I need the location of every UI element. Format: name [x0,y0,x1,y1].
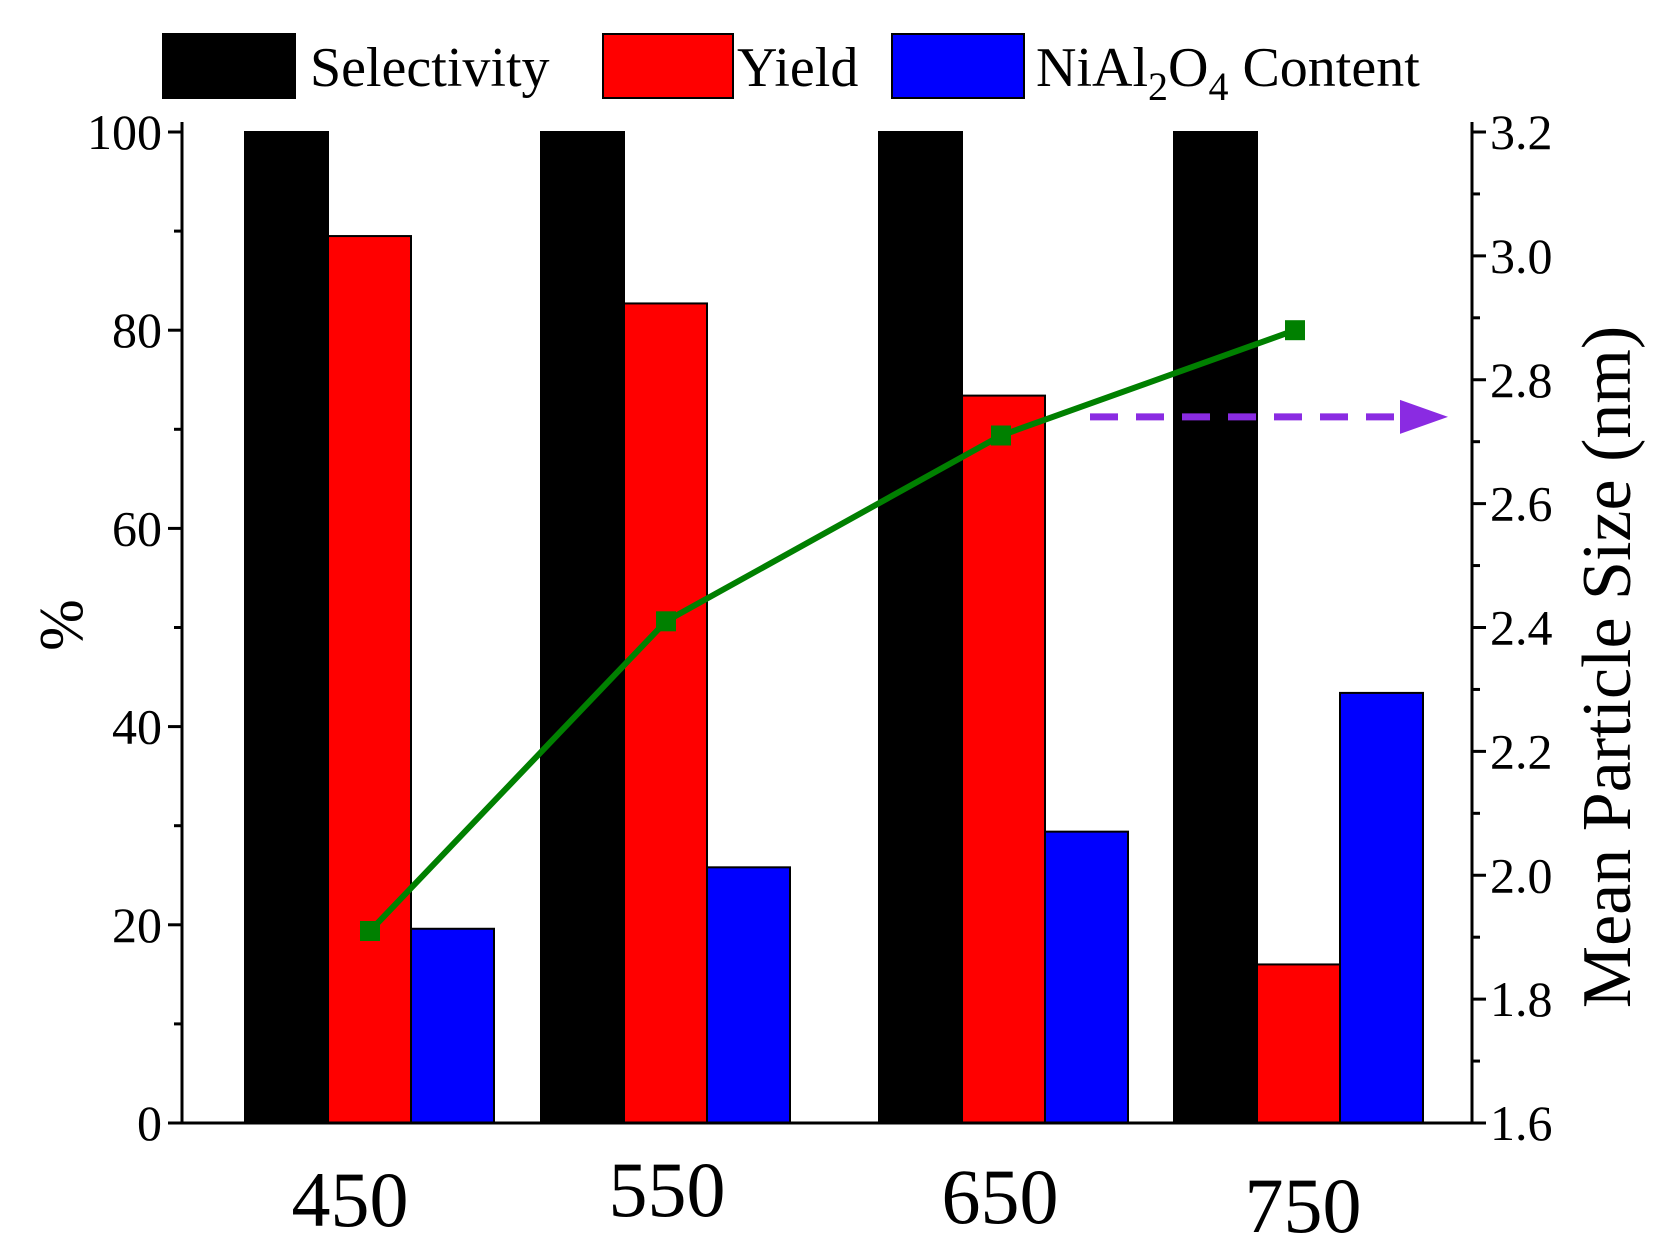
left-axis-ticks: 0 20 40 60 80 100 [87,104,182,1151]
legend-label-selectivity: Selectivity [310,37,550,99]
bar-selectivity-450 [244,131,329,1124]
annotation-arrowhead [1400,399,1448,434]
right-tick-label: 2.8 [1490,352,1553,408]
legend-nial-prefix: NiAl [1036,37,1148,99]
left-tick-label: 20 [112,897,162,953]
right-tick-label: 2.2 [1490,723,1553,779]
right-tick-label: 3.2 [1490,104,1553,160]
bars-group [244,131,1424,1125]
legend-swatch-yield [602,33,734,99]
right-tick-label: 1.6 [1490,1095,1553,1151]
category-label-450: 450 [292,1156,409,1243]
particle-size-point-550 [656,611,676,632]
left-tick-label: 40 [112,699,162,755]
legend-swatch-nial2o4 [891,33,1025,99]
bar-yield-650 [961,394,1046,1124]
category-labels: 450 550 650 750 [292,1146,1362,1249]
left-tick-label: 60 [112,500,162,556]
category-label-750: 750 [1245,1162,1362,1249]
right-tick-label: 2.0 [1490,847,1553,903]
bar-yield-450 [327,235,412,1124]
bar-selectivity-550 [540,131,625,1124]
y2-axis-title: Mean Particle Size (nm) [1569,326,1646,1008]
bar-selectivity-650 [878,131,963,1124]
axes-frame [180,122,1474,1125]
legend: Selectivity Yield NiAl2O4 Content [162,33,1420,109]
particle-size-series [360,320,1305,941]
right-axis-ticks: 1.6 1.8 2.0 2.2 2.4 2.6 2.8 3.0 3.2 [1472,104,1553,1151]
right-tick-label: 1.8 [1490,971,1553,1027]
left-tick-label: 0 [137,1095,162,1151]
category-label-550: 550 [609,1146,726,1233]
legend-nial-sub1: 2 [1148,64,1168,109]
legend-nial-suffix: Content [1228,37,1420,99]
left-tick-label: 80 [112,302,162,358]
particle-size-point-750 [1285,320,1305,341]
particle-size-line [367,327,1297,934]
bar-nial2o4-content-450 [410,927,495,1124]
bar-nial2o4-content-550 [706,866,791,1125]
bar-yield-550 [623,302,708,1124]
annotation-arrow [1090,399,1448,434]
legend-swatch-selectivity [162,33,296,99]
bar-yield-750 [1256,963,1341,1124]
particle-size-point-650 [991,425,1011,446]
right-tick-label: 3.0 [1490,228,1553,284]
particle-size-point-450 [360,920,380,941]
bar-nial2o4-content-650 [1044,830,1129,1124]
right-tick-label: 2.4 [1490,600,1553,656]
legend-label-nial2o4: NiAl2O4 Content [1036,37,1420,109]
category-label-650: 650 [942,1153,1059,1240]
legend-nial-sub2: 4 [1208,64,1228,109]
legend-label-yield: Yield [737,37,858,99]
left-tick-label: 100 [87,104,162,160]
right-tick-label: 2.6 [1490,476,1553,532]
bar-selectivity-750 [1173,131,1258,1124]
bar-nial2o4-content-750 [1339,691,1424,1124]
legend-nial-mid: O [1168,37,1208,99]
y-axis-title: % [28,599,96,651]
